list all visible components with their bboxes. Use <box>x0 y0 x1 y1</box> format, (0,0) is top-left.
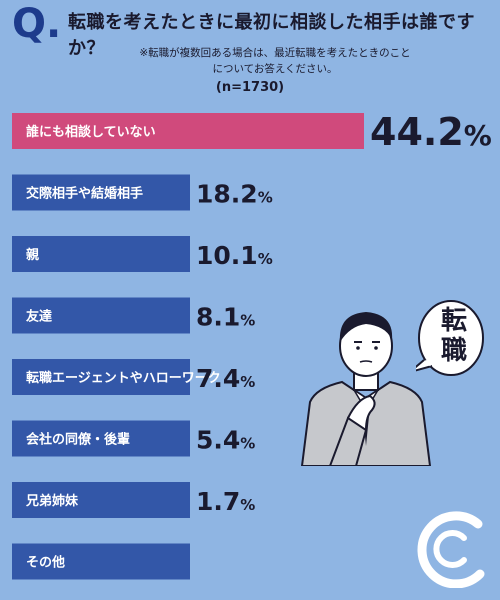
value-number-0: 44.2 <box>370 110 464 154</box>
q-letter: Q <box>12 1 47 47</box>
value-label-4: 7.4% <box>196 364 255 393</box>
value-unit-6: % <box>240 496 255 514</box>
speech-bubble-line1: 転 <box>440 306 467 336</box>
survey-note-line1: ※転職が複数回ある場合は、最近転職を考えたときのこと <box>139 47 411 59</box>
value-label-3: 8.1% <box>196 303 255 332</box>
value-unit-5: % <box>240 435 255 453</box>
sample-size: (n=1730) <box>215 80 285 95</box>
question-badge: Q. <box>12 1 62 47</box>
value-number-5: 5.4 <box>196 426 240 455</box>
bar-label-5: 会社の同僚・後輩 <box>26 432 130 448</box>
brand-logo-icon <box>417 511 485 588</box>
value-label-0: 44.2% <box>370 110 492 154</box>
value-number-6: 1.7 <box>196 487 240 516</box>
bar-label-0: 誰にも相談していない <box>26 124 156 140</box>
question-text: 転職を考えたときに最初に相談した相手は誰ですか？ <box>68 12 475 59</box>
value-unit-3: % <box>240 312 255 330</box>
value-number-2: 10.1 <box>196 241 258 270</box>
speech-bubble-icon <box>416 300 484 376</box>
value-number-3: 8.1 <box>196 303 240 332</box>
bar-7 <box>12 543 190 580</box>
value-unit-4: % <box>240 373 255 391</box>
bar-label-1: 交際相手や結婚相手 <box>26 186 143 202</box>
survey-note: ※転職が複数回ある場合は、最近転職を考えたときのこと についてお答えください。 <box>110 46 440 78</box>
value-unit-1: % <box>258 189 273 207</box>
bar-label-7: その他 <box>26 555 65 571</box>
value-label-5: 5.4% <box>196 426 255 455</box>
speech-bubble-line2: 職 <box>440 335 467 366</box>
survey-note-line2: についてお答えください。 <box>212 62 338 75</box>
bar-2 <box>12 236 190 272</box>
bar-1 <box>12 174 190 211</box>
value-label-1: 18.2% <box>196 180 273 209</box>
bar-label-4: 転職エージェントやハローワーク <box>26 370 221 386</box>
bar-3 <box>12 297 190 334</box>
bar-5 <box>12 420 190 457</box>
bar-4 <box>12 359 190 395</box>
bar-6 <box>12 482 190 518</box>
value-label-6: 1.7% <box>196 487 255 516</box>
bar-label-2: 親 <box>26 247 39 263</box>
value-number-4: 7.4 <box>196 364 240 393</box>
value-unit-0: % <box>464 119 492 152</box>
value-unit-2: % <box>258 250 273 268</box>
speech-bubble-text: 転 職 <box>436 306 472 367</box>
thinking-man-illustration <box>300 312 432 466</box>
bar-label-6: 兄弟姉妹 <box>25 493 79 509</box>
bar-0 <box>12 113 364 149</box>
bar-label-3: 友達 <box>26 309 52 325</box>
value-number-1: 18.2 <box>196 180 258 209</box>
value-label-2: 10.1% <box>196 241 273 270</box>
